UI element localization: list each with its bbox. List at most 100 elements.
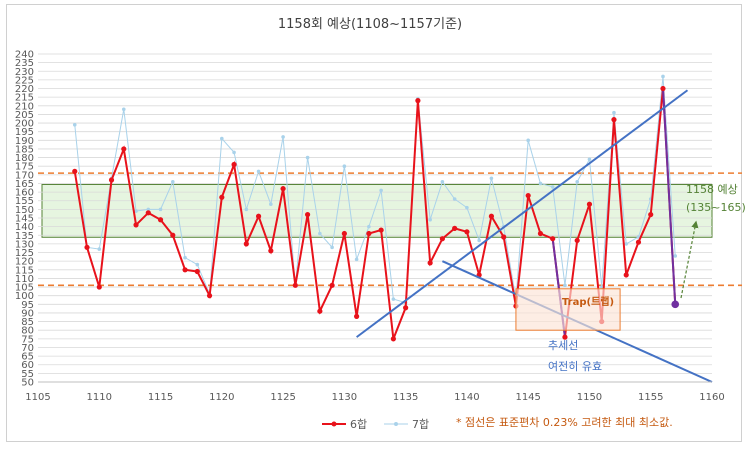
y-tick-label: 130 bbox=[15, 239, 34, 250]
y-tick-label: 55 bbox=[21, 369, 34, 380]
series-7hap-point bbox=[379, 188, 383, 193]
y-tick-label: 200 bbox=[15, 119, 34, 130]
series-6hap-point bbox=[72, 168, 78, 174]
series-7hap-point bbox=[538, 181, 543, 186]
series-7hap-point bbox=[661, 74, 665, 79]
y-tick-label: 105 bbox=[15, 283, 34, 294]
series-7hap-point bbox=[673, 254, 678, 258]
y-tick-label: 235 bbox=[15, 58, 34, 69]
series-6hap-point bbox=[648, 211, 654, 218]
series-7hap-point bbox=[575, 179, 579, 184]
y-tick-label: 125 bbox=[15, 248, 34, 259]
series-6hap-point bbox=[133, 222, 139, 228]
y-tick-label: 225 bbox=[15, 75, 34, 86]
y-tick-label: 135 bbox=[15, 231, 34, 242]
y-tick-label: 210 bbox=[15, 101, 34, 112]
series-7hap-point bbox=[330, 245, 334, 250]
series-7hap-point bbox=[195, 262, 200, 267]
series-7hap-point bbox=[171, 179, 175, 184]
series-6hap-point bbox=[170, 232, 176, 238]
series-7hap-point bbox=[244, 207, 249, 212]
series-6hap-point bbox=[145, 210, 151, 216]
y-tick-label: 170 bbox=[15, 170, 34, 181]
series-7hap-point bbox=[440, 179, 445, 184]
legend: 6합 7합 bbox=[322, 418, 429, 431]
y-tick-label: 70 bbox=[21, 343, 34, 354]
series-6hap-point bbox=[194, 268, 200, 275]
series-6hap-point bbox=[464, 229, 470, 235]
y-tick-label: 60 bbox=[21, 360, 34, 371]
trap-label: Trap(트랩) bbox=[562, 296, 614, 308]
series-7hap-point bbox=[97, 247, 102, 251]
series-6hap-point bbox=[305, 211, 311, 218]
series-7hap-point bbox=[428, 217, 432, 222]
prediction-band bbox=[41, 183, 713, 238]
series-6hap-point bbox=[415, 98, 421, 104]
series-7hap-point bbox=[526, 138, 530, 143]
series-7hap-point bbox=[281, 135, 285, 139]
series-7hap-point bbox=[452, 197, 457, 201]
series-7hap-point bbox=[612, 110, 616, 115]
series-7hap-point bbox=[269, 202, 273, 206]
y-tick-label: 100 bbox=[15, 291, 34, 302]
y-tick-label: 155 bbox=[15, 196, 34, 207]
y-tick-label: 215 bbox=[15, 93, 34, 104]
series-6hap-point bbox=[341, 230, 347, 237]
series-6hap-point bbox=[403, 305, 409, 311]
y-tick-label: 115 bbox=[15, 265, 34, 276]
y-tick-label: 85 bbox=[21, 317, 34, 328]
series-6hap-point bbox=[574, 237, 580, 244]
y-tick-label: 190 bbox=[15, 136, 34, 147]
series-6hap-highlight-segment bbox=[661, 88, 677, 305]
series-6hap-point bbox=[329, 282, 335, 288]
upward-trend-line bbox=[356, 89, 689, 338]
series-7hap-point bbox=[121, 107, 126, 112]
y-tick-label: 160 bbox=[15, 188, 34, 199]
series-7hap-point bbox=[465, 205, 469, 210]
series-6hap-point bbox=[550, 236, 556, 242]
series-6hap-point bbox=[268, 248, 274, 254]
series-7hap-point bbox=[183, 255, 187, 260]
prediction-arrow bbox=[680, 220, 699, 299]
series-6hap-point bbox=[439, 236, 445, 242]
y-tick-label: 65 bbox=[21, 352, 34, 363]
series-7hap-point bbox=[354, 257, 359, 262]
series-6hap-line bbox=[73, 88, 677, 340]
prediction-band-layer bbox=[41, 183, 713, 238]
series-6hap-point bbox=[280, 186, 286, 192]
y-tick-label: 230 bbox=[15, 67, 34, 78]
series-6hap-point bbox=[354, 313, 360, 319]
series-6hap-point bbox=[562, 334, 568, 340]
series-6hap-point bbox=[96, 284, 102, 290]
series-7hap-point bbox=[134, 209, 138, 213]
y-tick-label: 95 bbox=[21, 300, 34, 311]
legend-marker-6hap bbox=[331, 421, 337, 427]
series-7hap-point bbox=[599, 285, 604, 289]
series-6hap-point bbox=[390, 336, 396, 342]
series-6hap-point bbox=[243, 241, 249, 247]
series-6hap-point bbox=[219, 194, 225, 200]
series-7hap-point bbox=[158, 207, 163, 212]
series-6hap-point bbox=[157, 217, 164, 223]
series-7hap-point bbox=[391, 297, 396, 301]
x-tick-label: 1135 bbox=[393, 392, 418, 403]
series-7hap-point bbox=[232, 150, 236, 155]
series-6hap-point bbox=[660, 85, 666, 92]
series-6hap-point bbox=[317, 308, 323, 314]
y-tick-label: 75 bbox=[21, 334, 34, 345]
series-6hap-point bbox=[452, 225, 458, 231]
series-6hap-point bbox=[525, 192, 531, 199]
series-6hap-point bbox=[623, 272, 629, 278]
series-6hap-point bbox=[501, 234, 507, 240]
series-7hap-point bbox=[587, 157, 592, 162]
y-tick-label: 165 bbox=[15, 179, 34, 190]
series-6hap-point bbox=[671, 300, 680, 309]
legend-label-7hap: 7합 bbox=[412, 418, 429, 431]
y-tick-label: 195 bbox=[15, 127, 34, 138]
trend-label-line2: 여전히 유효 bbox=[548, 359, 602, 373]
y-tick-label: 175 bbox=[15, 162, 34, 173]
x-tick-label: 1125 bbox=[270, 392, 295, 403]
series-6hap-point bbox=[366, 230, 372, 237]
series-7hap-point bbox=[305, 155, 310, 160]
series-7hap-point bbox=[220, 136, 224, 141]
